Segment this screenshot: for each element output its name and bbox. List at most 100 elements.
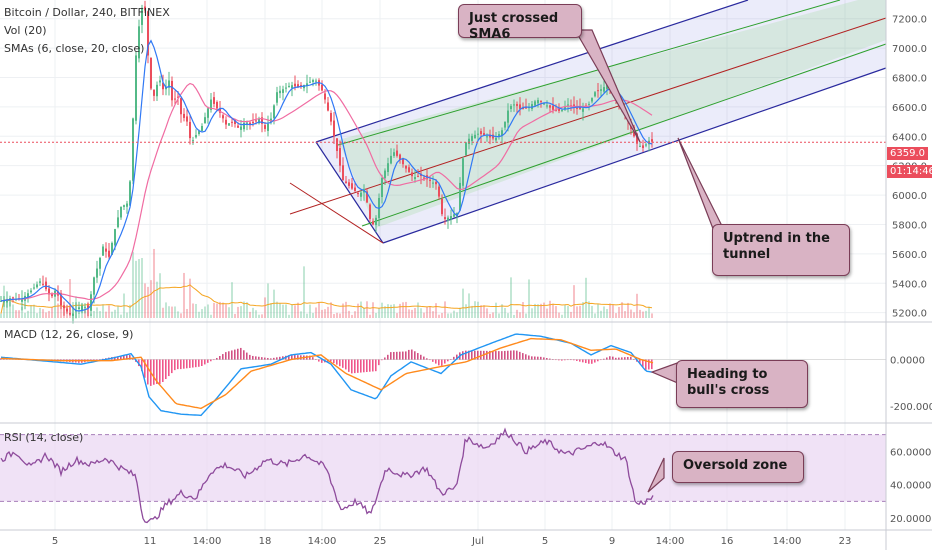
candle-body [516,104,518,106]
candle-body [606,84,608,90]
candle-body [297,84,299,88]
volume-bar [6,301,8,318]
candle-body [30,290,32,293]
candle-body [582,108,584,112]
macd-hist-bar [600,359,602,361]
candles[interactable] [0,0,653,324]
candle-body [252,121,254,124]
volume-bar [429,306,431,318]
volume-bar [111,311,113,318]
volume-bar [378,307,380,318]
volume-bar [588,301,590,318]
volume-bar [57,303,59,318]
macd-hist-bar [621,357,623,360]
rsi-legend[interactable]: RSI (14, close) [4,431,84,444]
volume-bar [411,309,413,318]
volume-bar [138,259,140,318]
candle-body [357,192,359,195]
volume-bar [15,310,17,318]
macd-hist-bar [0,358,2,360]
candle-body [36,284,38,288]
macd-hist-bar [498,351,500,360]
macd-tick-label: -200.0000 [890,402,932,413]
macd-hist-bar [513,350,515,360]
candle-body [183,113,185,118]
macd-hist-bar [234,349,236,360]
candle-body [447,217,449,221]
candle-body [135,55,137,121]
volume-bar [126,312,128,318]
macd-hist-bar [180,359,182,370]
macd-line[interactable] [0,333,654,417]
volume-bar [486,308,488,318]
sma-cross-note[interactable]: Just crossed SMA6 [458,4,582,42]
macd-hist-bar [627,356,629,360]
symbol-title[interactable]: Bitcoin / Dollar, 240, BITFINEX [4,6,170,19]
candle-body [342,165,344,181]
volume-bar [279,303,281,318]
volume-legend[interactable]: Vol (20) [4,24,47,37]
candle-body [264,125,266,129]
volume-bar [645,310,647,318]
candle-body [372,221,374,225]
price-tick-label: 7000.0 [892,44,927,55]
volume-bar [570,311,572,318]
macd-legend[interactable]: MACD (12, 26, close, 9) [4,328,134,341]
volume-bar [315,307,317,318]
rsi-tick-label: 20.0000 [890,514,931,525]
candle-body [177,96,179,98]
candle-body [459,182,461,211]
macd-hist-bar [402,351,404,360]
macd-hist-bar [609,356,611,360]
macd-hist-bar [372,359,374,372]
candle-body [351,183,353,189]
sma20-line[interactable] [0,82,653,302]
volume-bar [423,312,425,318]
volume-bar [312,312,314,318]
candle-body [495,137,497,141]
macd-hist-bar [102,358,104,360]
candle-body [240,126,242,130]
volume-bar [381,302,383,318]
volume-bar [528,279,530,318]
uptrend-channel[interactable] [289,0,887,244]
candle-body [354,187,356,192]
sma6-line[interactable] [0,39,653,312]
rsi-note[interactable]: Oversold zone [672,451,804,483]
candle-body [444,217,446,220]
candle-body [450,216,452,220]
macd-signal-line[interactable] [0,337,654,410]
volume-bar [630,309,632,318]
macd-hist-bar [120,356,122,360]
macd-hist-bar [561,359,563,361]
volume-bar [288,314,290,318]
volume-bar [195,303,197,318]
candle-body [324,93,326,100]
volume-bar [294,305,296,318]
macd-hist-bar [270,358,272,360]
candle-body [510,105,512,110]
volume-bar [636,293,638,318]
macd-hist-bar [585,359,587,364]
time-axis[interactable]: 5 11 14:00 18 14:00 25 Jul 5 9 14:00 16 14:00 23 [52,536,852,547]
candle-body [78,307,80,309]
candle-body [414,177,416,180]
tunnel-note[interactable]: Uptrend in the tunnel [712,224,850,276]
price-tick-label: 5200.0 [892,309,927,320]
candle-body [345,181,347,184]
macd-hist-bar [645,359,647,370]
volume-bar [558,312,560,318]
sma-legend[interactable]: SMAs (6, close, 20, close) [4,42,145,55]
macd-hist-bar [342,359,344,368]
volume-bar [639,309,641,318]
candle-body [591,98,593,102]
candle-body [435,182,437,185]
candle-body [99,257,101,269]
rsi-line[interactable] [0,427,654,524]
macd-hist-bar [123,355,125,360]
macd-note[interactable]: Heading to bull's cross [676,360,808,408]
time-tick-label: Jul [471,536,484,547]
volume-bar [624,311,626,318]
volume-bar [372,302,374,318]
price-axis[interactable]: 7200.07000.06800.06600.06400.06200.06000… [890,15,932,525]
